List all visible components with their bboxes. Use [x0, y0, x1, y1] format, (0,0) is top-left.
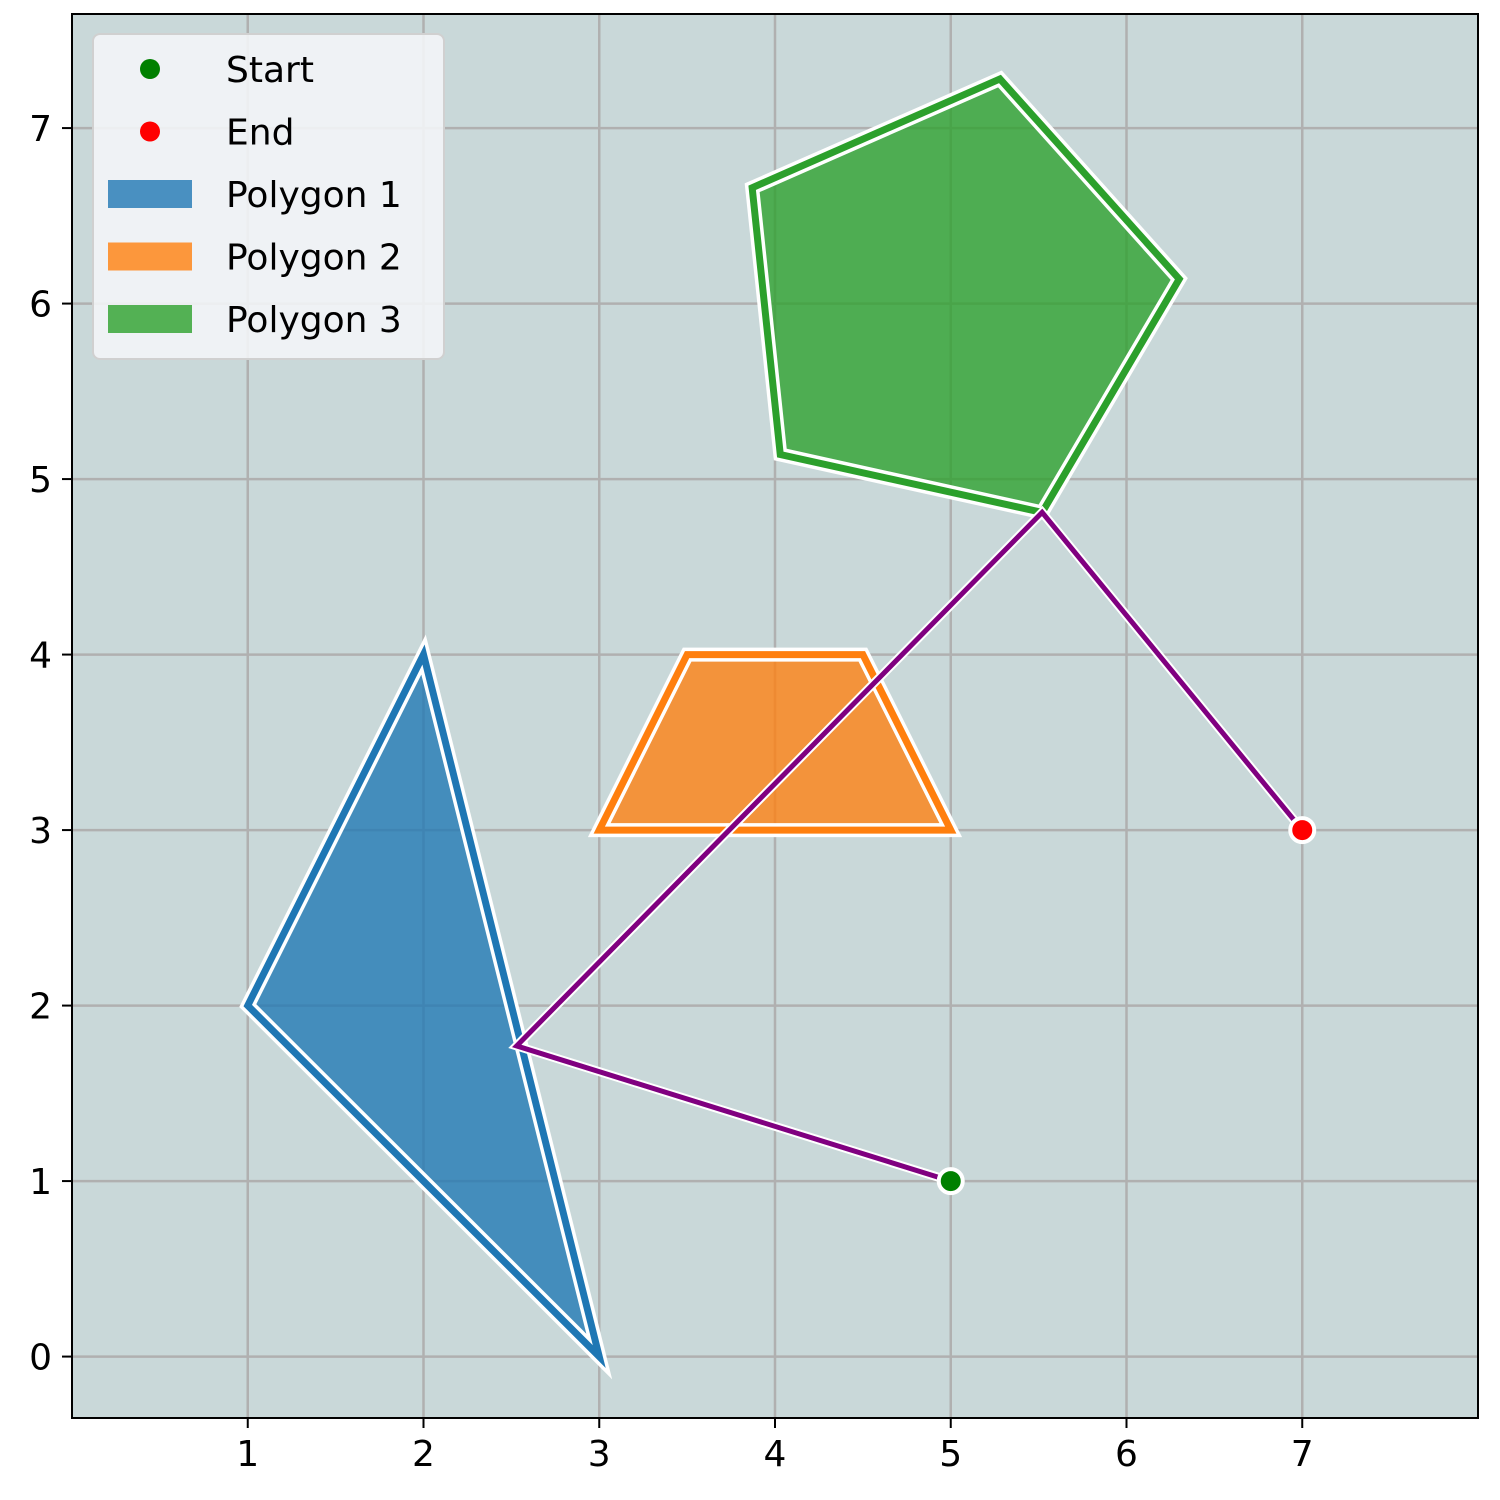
legend-patch: [108, 242, 192, 271]
polygon-1: [239, 634, 613, 1380]
legend-label: Polygon 3: [226, 300, 402, 341]
legend-marker: [140, 59, 160, 79]
legend-label: Start: [226, 50, 314, 91]
y-tick-label: 3: [29, 811, 52, 852]
start-marker: [936, 1167, 965, 1196]
y-tick-label: 5: [29, 460, 52, 501]
y-tick-label: 7: [29, 109, 52, 150]
y-tick-label: 1: [29, 1162, 52, 1203]
polygon-outline: [748, 74, 1184, 517]
polygon-outline: [593, 651, 957, 834]
legend-marker: [140, 121, 160, 142]
path-line: [511, 508, 1305, 1184]
legend-label: Polygon 2: [226, 238, 402, 279]
y-tick-label: 2: [29, 987, 52, 1028]
x-tick-label: 7: [1291, 1434, 1314, 1475]
legend: Start End Polygon 1 Polygon 2 Polygon 3: [92, 33, 445, 360]
x-tick-label: 3: [588, 1434, 611, 1475]
legend-label: End: [226, 113, 294, 154]
legend-box: [92, 33, 445, 360]
x-tick-label: 6: [1115, 1434, 1138, 1475]
y-tick-label: 0: [29, 1338, 52, 1379]
legend-patch: [108, 180, 192, 208]
axis-ticks: 1 2 3 4 5 6 7 0 1 2 3 4 5 6 7: [29, 109, 1314, 1475]
y-tick-label: 6: [29, 285, 52, 326]
end-marker: [1288, 816, 1317, 845]
x-tick-label: 4: [764, 1434, 787, 1475]
x-tick-label: 1: [236, 1434, 259, 1475]
path: [508, 505, 1307, 1186]
polygon-3: [744, 70, 1188, 521]
polygon-fill: [752, 78, 1180, 513]
legend-label: Polygon 1: [226, 175, 402, 216]
polygon-outline: [243, 644, 606, 1368]
x-tick-label: 5: [939, 1434, 962, 1475]
endpoint-markers: [936, 816, 1317, 1196]
y-tick-label: 4: [29, 636, 52, 677]
legend-patch: [108, 305, 192, 333]
x-tick-label: 2: [412, 1434, 435, 1475]
